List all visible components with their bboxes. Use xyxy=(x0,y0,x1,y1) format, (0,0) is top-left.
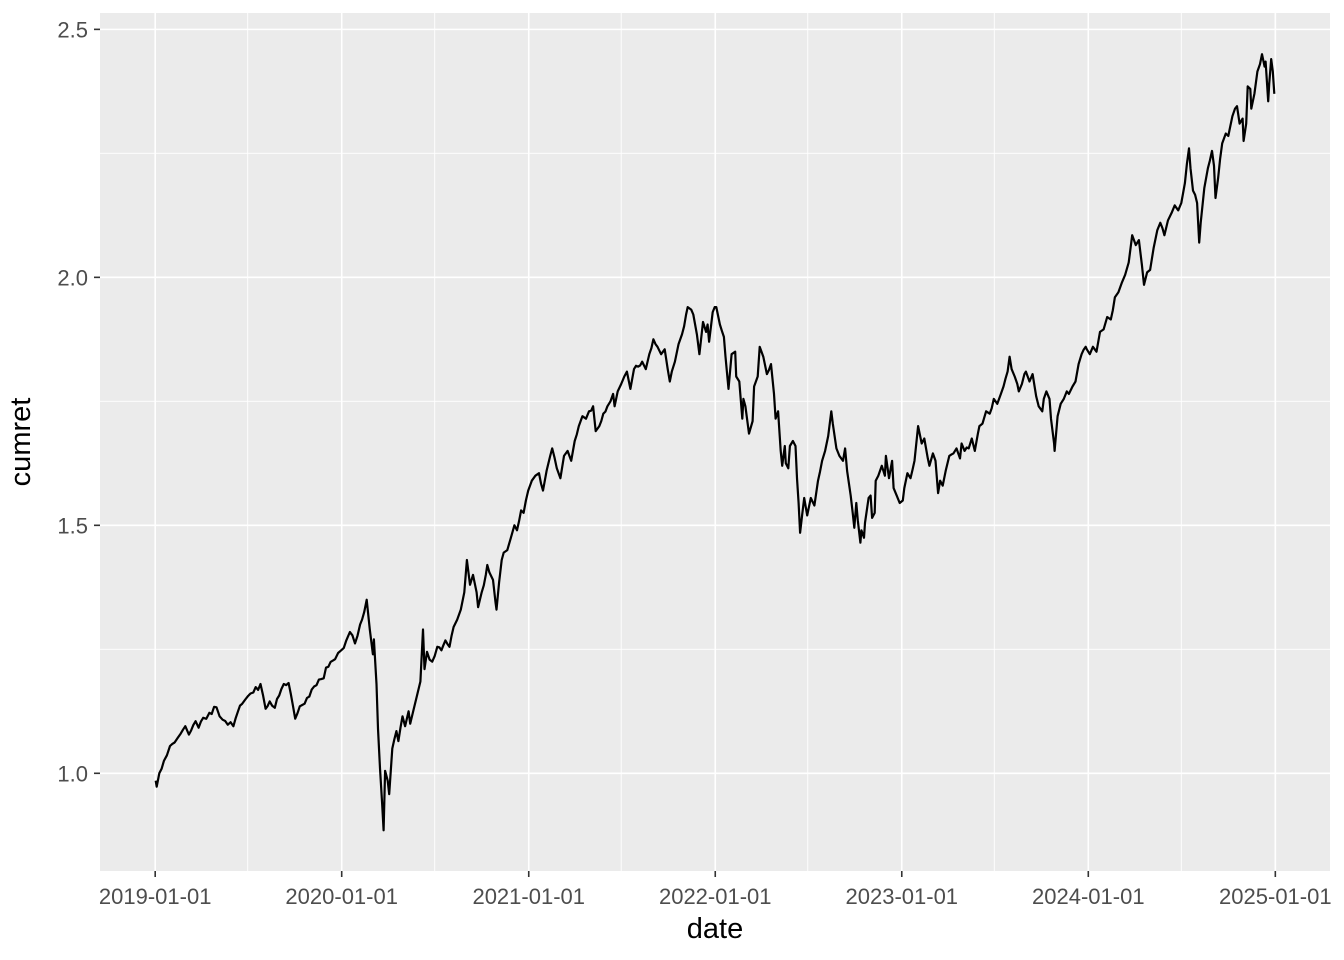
x-tick-label: 2023-01-01 xyxy=(846,884,959,909)
y-tick-label: 2.5 xyxy=(57,17,88,42)
cumret-series-line xyxy=(154,53,1276,832)
x-tick-label: 2021-01-01 xyxy=(472,884,585,909)
x-tick-label: 2022-01-01 xyxy=(659,884,772,909)
y-tick-label: 2.0 xyxy=(57,265,88,290)
y-tick-label: 1.5 xyxy=(57,513,88,538)
x-tick-label: 2020-01-01 xyxy=(285,884,398,909)
y-axis-title: cumret xyxy=(5,398,37,487)
y-tick-label: 1.0 xyxy=(57,761,88,786)
x-tick-label: 2024-01-01 xyxy=(1032,884,1145,909)
x-axis-title: date xyxy=(687,913,743,945)
x-tick-label: 2025-01-01 xyxy=(1219,884,1332,909)
plot-panel: 1.0 1.5 2.0 2.5 2019-01-01 2020-01-01 2021-01-… xyxy=(57,13,1332,909)
x-tick-label: 2019-01-01 xyxy=(99,884,212,909)
